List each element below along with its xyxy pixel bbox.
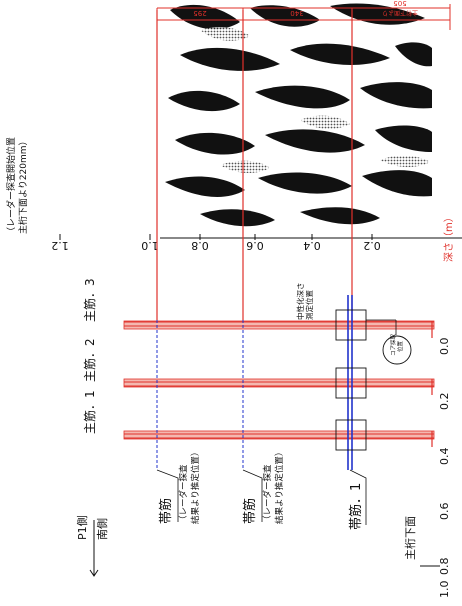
girder-bottom-label: 主桁下面 xyxy=(403,516,417,560)
main-rebars xyxy=(123,320,435,440)
bottom-tick-4: 0.8 xyxy=(438,558,451,576)
main-rebar-3 xyxy=(123,320,435,330)
radar-tick-1: 1.0 xyxy=(141,239,159,252)
radar-tick-3: 0.6 xyxy=(246,239,264,252)
radar-unit-label: 深さ（m） xyxy=(443,212,455,262)
south-label: 南側 xyxy=(96,518,109,540)
estimated-stirrups xyxy=(156,320,244,470)
stirrup-leaders xyxy=(156,469,367,525)
dimension-505: 505 xyxy=(393,0,406,7)
main-rebar-1 xyxy=(123,430,435,440)
bottom-tick-2: 0.4 xyxy=(438,448,451,466)
bottom-tick-0: 0.0 xyxy=(438,338,451,356)
radar-tick-2: 0.8 xyxy=(191,239,209,252)
main-bar-label-1: 主筋．1 xyxy=(82,390,97,434)
bottom-tick-5: 1.0 xyxy=(438,581,451,599)
p1-side-label: P1側 xyxy=(76,515,89,540)
main-bar-label-2: 主筋．2 xyxy=(82,338,97,382)
stirrup-label-1: 帯筋．1 xyxy=(348,483,364,530)
header-note-2: 主桁下面より220mm） xyxy=(17,136,29,234)
radar-tick-5: 0.2 xyxy=(363,239,381,252)
stirrup-note-b1: （レーダー探査 xyxy=(262,464,273,524)
header-note-1: （レーダー探査開始位置 xyxy=(5,137,17,236)
main-bar-label-3: 主筋．3 xyxy=(82,278,97,322)
stirrup-note-a1: （レーダー探査 xyxy=(178,464,189,524)
bottom-tick-1: 0.2 xyxy=(438,393,451,411)
radar-image xyxy=(160,0,434,232)
stirrup-1 xyxy=(347,295,353,470)
stirrup-note-b2: 結果より推定位置） xyxy=(274,448,285,524)
neutral-depth-leader xyxy=(366,319,397,335)
radar-tick-0: 1.2 xyxy=(51,239,69,252)
core-location xyxy=(382,335,412,365)
stirrup-label-b: 帯筋 xyxy=(242,498,258,524)
direction-arrow xyxy=(89,520,99,577)
dimension-295: 295 xyxy=(193,9,206,17)
bottom-tick-3: 0.6 xyxy=(438,503,451,521)
stirrup-label-a: 帯筋 xyxy=(158,498,174,524)
stirrup-note-a2: 結果より推定位置） xyxy=(190,448,201,524)
neutral-depth-label-1: 中性化深さ xyxy=(295,283,305,321)
core-label-2: 位置 xyxy=(396,340,404,352)
dimension-340: 340 xyxy=(290,9,303,17)
main-rebar-2 xyxy=(123,378,435,388)
radar-tick-4: 0.4 xyxy=(303,239,321,252)
position-lines xyxy=(156,10,353,320)
neutral-depth-label-2: 測定位置 xyxy=(304,290,314,320)
dimension-note: 主桁下面より xyxy=(382,9,418,17)
intersection-boxes xyxy=(335,309,367,451)
core-label-1: コア採取 xyxy=(389,333,397,356)
